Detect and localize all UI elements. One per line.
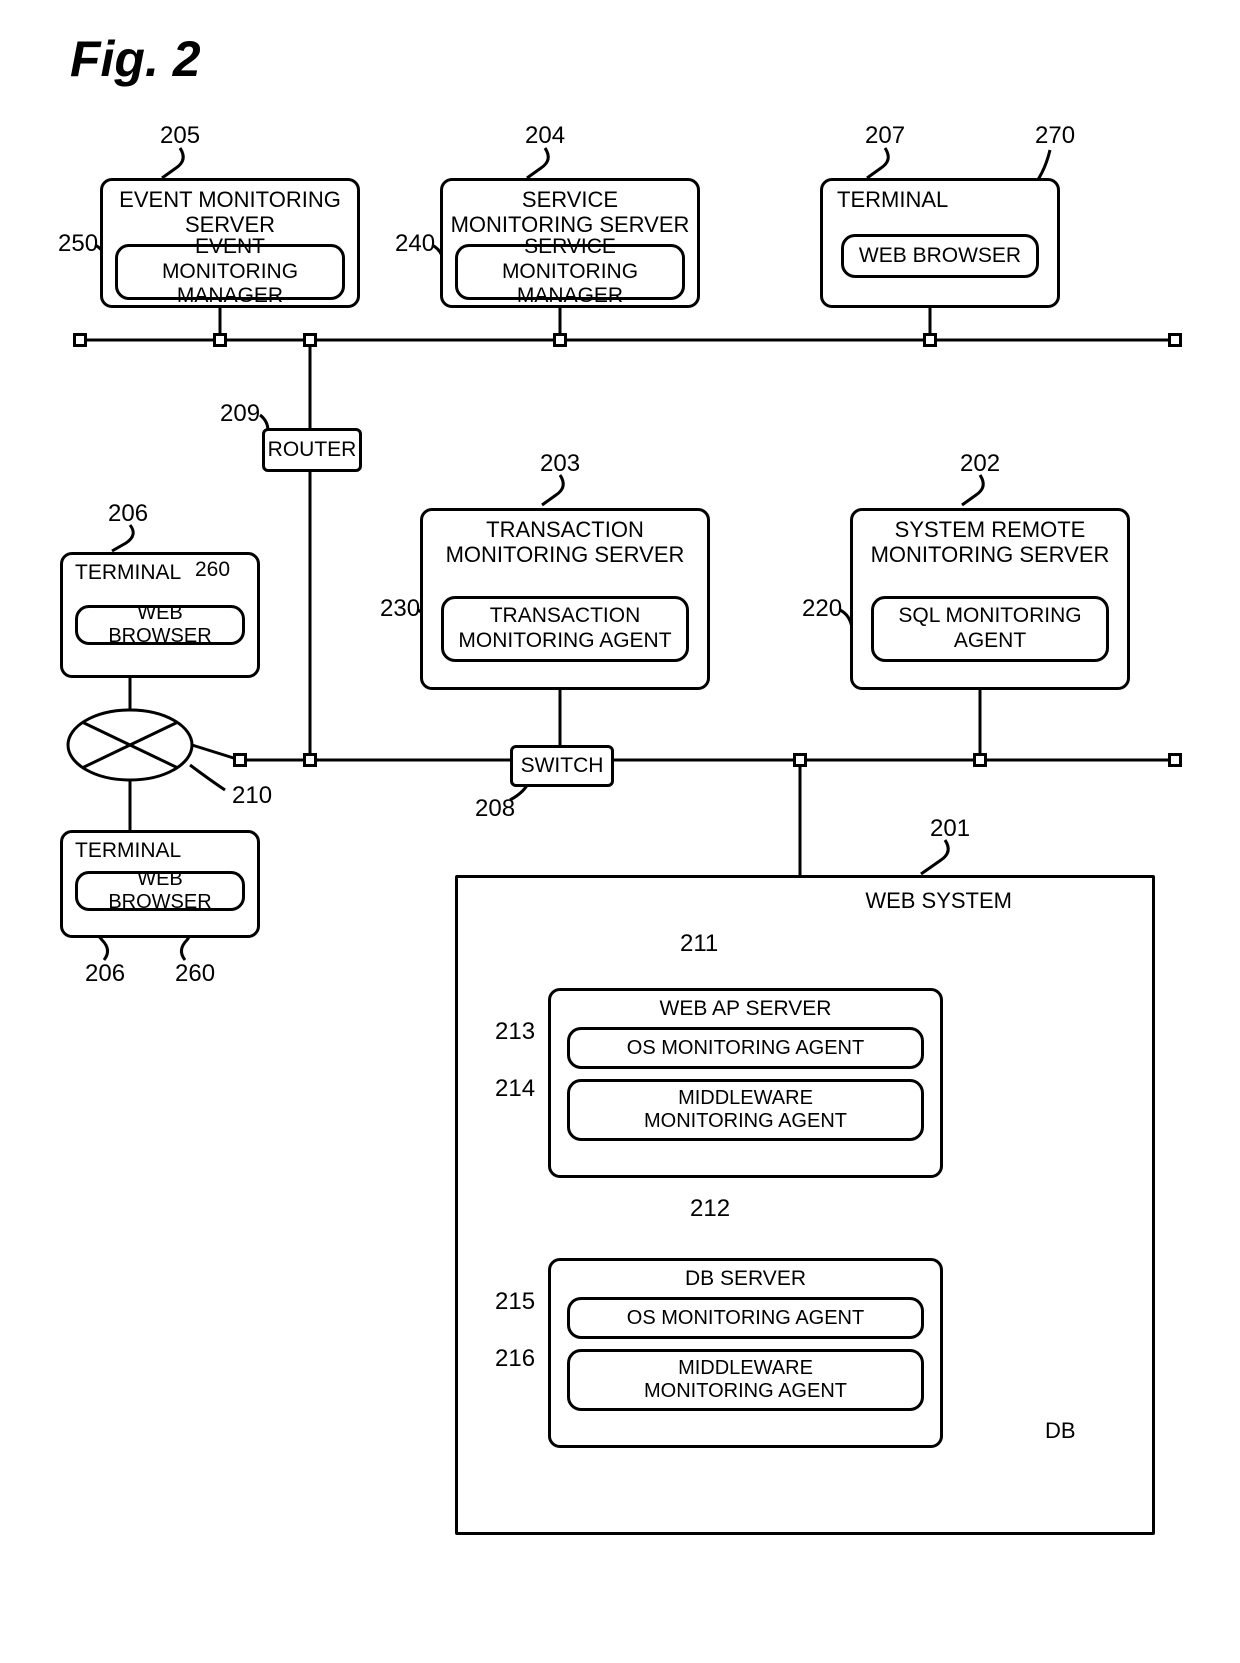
sys-remote-title: SYSTEM REMOTE MONITORING SERVER (853, 511, 1127, 568)
bus-node (973, 753, 987, 767)
callout-209: 209 (220, 400, 260, 428)
callout-203: 203 (540, 450, 580, 478)
callout-240: 240 (395, 230, 435, 258)
callout-250: 250 (58, 230, 98, 258)
callout-202: 202 (960, 450, 1000, 478)
callout-220: 220 (802, 595, 842, 623)
callout-216: 216 (495, 1345, 535, 1373)
db-server-title: DB SERVER (551, 1261, 940, 1291)
bus-node (213, 333, 227, 347)
terminal-top-title: TERMINAL (823, 181, 1057, 212)
bus-node (1168, 753, 1182, 767)
callout-204: 204 (525, 122, 565, 150)
event-monitoring-server-box: EVENT MONITORING SERVER EVENT MONITORING… (100, 178, 360, 308)
bus-node (553, 333, 567, 347)
transaction-monitoring-server-box: TRANSACTION MONITORING SERVER TRANSACTIO… (420, 508, 710, 690)
callout-210: 210 (232, 782, 272, 810)
terminal-top-browser: WEB BROWSER (841, 234, 1039, 278)
callout-201: 201 (930, 815, 970, 843)
terminal-left-lower-box: TERMINAL WEB BROWSER (60, 830, 260, 938)
terminal-top-box: TERMINAL WEB BROWSER (820, 178, 1060, 308)
bus-node (303, 333, 317, 347)
callout-214: 214 (495, 1075, 535, 1103)
txn-server-title: TRANSACTION MONITORING SERVER (423, 511, 707, 568)
bus-node (233, 753, 247, 767)
callout-230: 230 (380, 595, 420, 623)
callout-205: 205 (160, 122, 200, 150)
callout-212: 212 (690, 1195, 730, 1223)
callout-206b: 206 (85, 960, 125, 988)
terminal-left-upper-browser: WEB BROWSER (75, 605, 245, 645)
system-remote-monitoring-server-box: SYSTEM REMOTE MONITORING SERVER SQL MONI… (850, 508, 1130, 690)
web-ap-server-box: WEB AP SERVER OS MONITORING AGENT MIDDLE… (548, 988, 943, 1178)
figure-title: Fig. 2 (70, 30, 201, 88)
callout-215: 215 (495, 1288, 535, 1316)
router-box: ROUTER (262, 428, 362, 472)
terminal-left-lower-title: TERMINAL (63, 833, 257, 863)
bus-node (303, 753, 317, 767)
callout-260a: 260 (195, 558, 230, 582)
sql-monitoring-agent: SQL MONITORING AGENT (871, 596, 1109, 662)
db-os-agent: OS MONITORING AGENT (567, 1297, 924, 1339)
callout-213: 213 (495, 1018, 535, 1046)
callout-208: 208 (475, 795, 515, 823)
callout-206a: 206 (108, 500, 148, 528)
callout-211: 211 (680, 930, 718, 958)
db-label: DB (1045, 1418, 1076, 1444)
bus-node (923, 333, 937, 347)
web-ap-middleware-agent: MIDDLEWARE MONITORING AGENT (567, 1079, 924, 1141)
db-middleware-agent: MIDDLEWARE MONITORING AGENT (567, 1349, 924, 1411)
web-system-title: WEB SYSTEM (458, 878, 1152, 913)
event-monitoring-manager: EVENT MONITORING MANAGER (115, 244, 345, 300)
bus-node (73, 333, 87, 347)
web-ap-title: WEB AP SERVER (551, 991, 940, 1021)
bus-node (1168, 333, 1182, 347)
switch-box: SWITCH (510, 745, 614, 787)
bus-node (793, 753, 807, 767)
terminal-left-lower-browser: WEB BROWSER (75, 871, 245, 911)
service-monitoring-server-box: SERVICE MONITORING SERVER SERVICE MONITO… (440, 178, 700, 308)
event-server-title: EVENT MONITORING SERVER (103, 181, 357, 238)
figure-canvas: Fig. 2 (0, 0, 1240, 1663)
callout-270: 270 (1035, 122, 1075, 150)
service-server-title: SERVICE MONITORING SERVER (443, 181, 697, 238)
callout-260b: 260 (175, 960, 215, 988)
web-ap-os-agent: OS MONITORING AGENT (567, 1027, 924, 1069)
transaction-monitoring-agent: TRANSACTION MONITORING AGENT (441, 596, 689, 662)
service-monitoring-manager: SERVICE MONITORING MANAGER (455, 244, 685, 300)
db-server-box: DB SERVER OS MONITORING AGENT MIDDLEWARE… (548, 1258, 943, 1448)
callout-207: 207 (865, 122, 905, 150)
